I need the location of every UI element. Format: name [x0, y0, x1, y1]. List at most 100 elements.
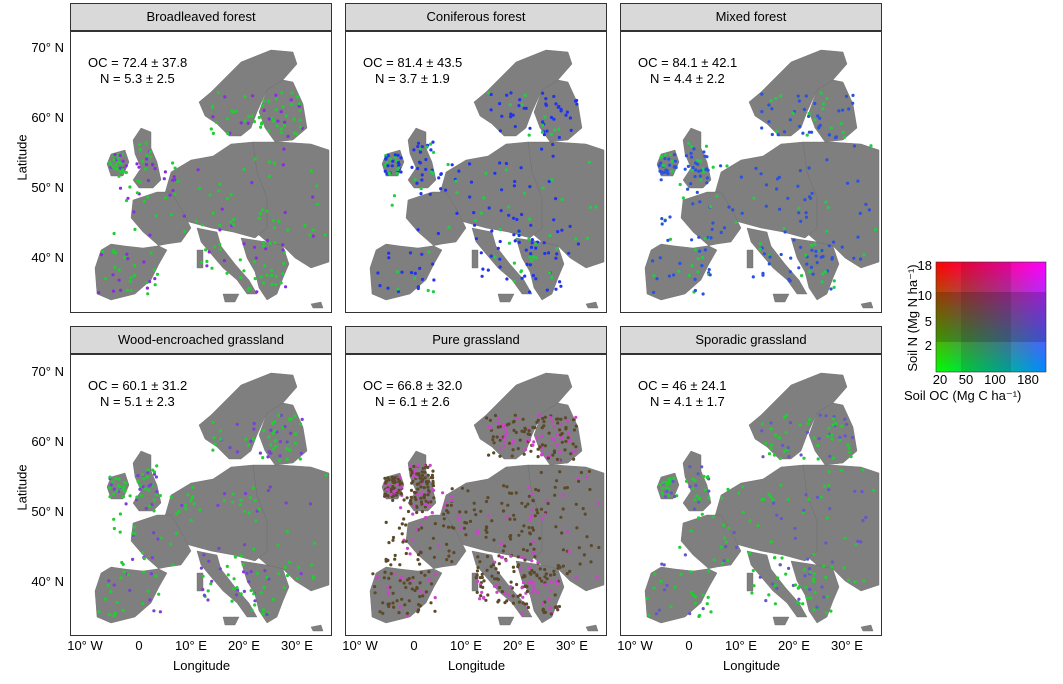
sample-point: [287, 448, 291, 452]
sample-point: [391, 478, 395, 482]
sample-point: [275, 124, 279, 128]
sample-point: [767, 593, 771, 597]
sample-point: [839, 468, 844, 472]
sample-point: [513, 239, 517, 243]
sample-point: [132, 210, 136, 214]
sample-point: [841, 108, 845, 112]
sample-point: [141, 485, 145, 489]
sample-point: [429, 582, 434, 586]
sample-point: [489, 254, 493, 258]
sample-point: [387, 256, 391, 260]
sample-point: [202, 593, 206, 597]
sample-point: [485, 554, 490, 559]
sample-point: [560, 531, 564, 535]
sample-point: [542, 424, 546, 428]
sample-point: [97, 610, 101, 614]
sample-point: [278, 454, 282, 458]
sample-point: [487, 453, 491, 457]
sample-point: [509, 112, 513, 116]
sample-point: [284, 501, 288, 505]
sample-point: [767, 262, 771, 266]
sample-point: [859, 257, 863, 261]
sample-point: [523, 602, 527, 606]
sample-point: [665, 583, 669, 587]
sample-point: [424, 499, 428, 503]
sample-point: [103, 597, 107, 601]
sample-point: [519, 567, 523, 571]
sample-point: [297, 565, 301, 569]
sample-point: [793, 536, 797, 540]
sample-point: [697, 516, 701, 520]
panel-title: Coniferous forest: [345, 3, 607, 31]
sample-point: [706, 475, 710, 479]
sample-point: [273, 429, 277, 433]
sample-point: [660, 562, 664, 566]
sample-point: [137, 143, 142, 147]
sample-point: [508, 103, 512, 107]
sample-point: [532, 570, 536, 575]
europe-map: [644, 49, 880, 309]
sample-point: [487, 206, 491, 210]
sample-point: [285, 530, 289, 534]
sample-point: [428, 463, 432, 467]
sample-point: [281, 105, 285, 109]
sample-point: [252, 427, 256, 431]
sample-point: [760, 92, 764, 96]
sample-point: [576, 242, 580, 246]
sample-point: [547, 179, 551, 184]
sample-point: [774, 433, 778, 437]
sample-point: [517, 240, 521, 244]
sample-point: [698, 249, 702, 253]
sample-point: [565, 572, 569, 576]
sample-point: [530, 559, 534, 563]
sample-point: [416, 141, 421, 145]
sample-point: [527, 237, 531, 241]
sample-point: [572, 457, 576, 461]
sample-point: [517, 229, 521, 233]
sample-point: [561, 564, 565, 568]
sample-point: [701, 292, 705, 296]
sample-point: [111, 480, 115, 484]
sample-point: [831, 423, 835, 427]
sample-point: [254, 256, 258, 260]
sample-point: [247, 580, 251, 584]
sample-point: [430, 473, 434, 477]
sample-point: [842, 566, 847, 570]
sample-point: [152, 531, 156, 535]
panel-title: Sporadic grassland: [620, 326, 882, 354]
sample-point: [715, 194, 719, 198]
sample-point: [500, 590, 504, 594]
sample-point: [703, 236, 707, 241]
legend-y-tick: 2: [924, 338, 932, 353]
sample-point: [832, 279, 836, 283]
sample-point: [246, 121, 250, 125]
sample-point: [505, 515, 509, 519]
sample-point: [687, 274, 691, 278]
sample-point: [416, 464, 420, 468]
sample-point: [285, 457, 289, 461]
sample-point: [525, 549, 529, 553]
sample-point: [821, 272, 825, 276]
sample-point: [673, 159, 677, 163]
sample-point: [797, 585, 801, 589]
sample-point: [492, 441, 496, 445]
sample-point: [779, 252, 783, 257]
sample-point: [528, 217, 532, 221]
sample-point: [841, 130, 845, 134]
sample-point: [472, 501, 476, 505]
sample-point: [222, 499, 226, 503]
sample-point: [387, 592, 391, 596]
sample-point: [769, 446, 773, 450]
sample-point: [457, 517, 461, 521]
sample-point: [265, 575, 269, 580]
sample-point: [245, 571, 249, 575]
sample-point: [545, 288, 549, 292]
sample-point: [133, 227, 137, 231]
sample-point: [107, 579, 111, 583]
sample-point: [784, 413, 788, 417]
sample-point: [541, 120, 545, 124]
sample-point: [323, 233, 327, 237]
sample-point: [804, 493, 808, 497]
sample-point: [544, 97, 548, 101]
sample-point: [528, 531, 532, 535]
